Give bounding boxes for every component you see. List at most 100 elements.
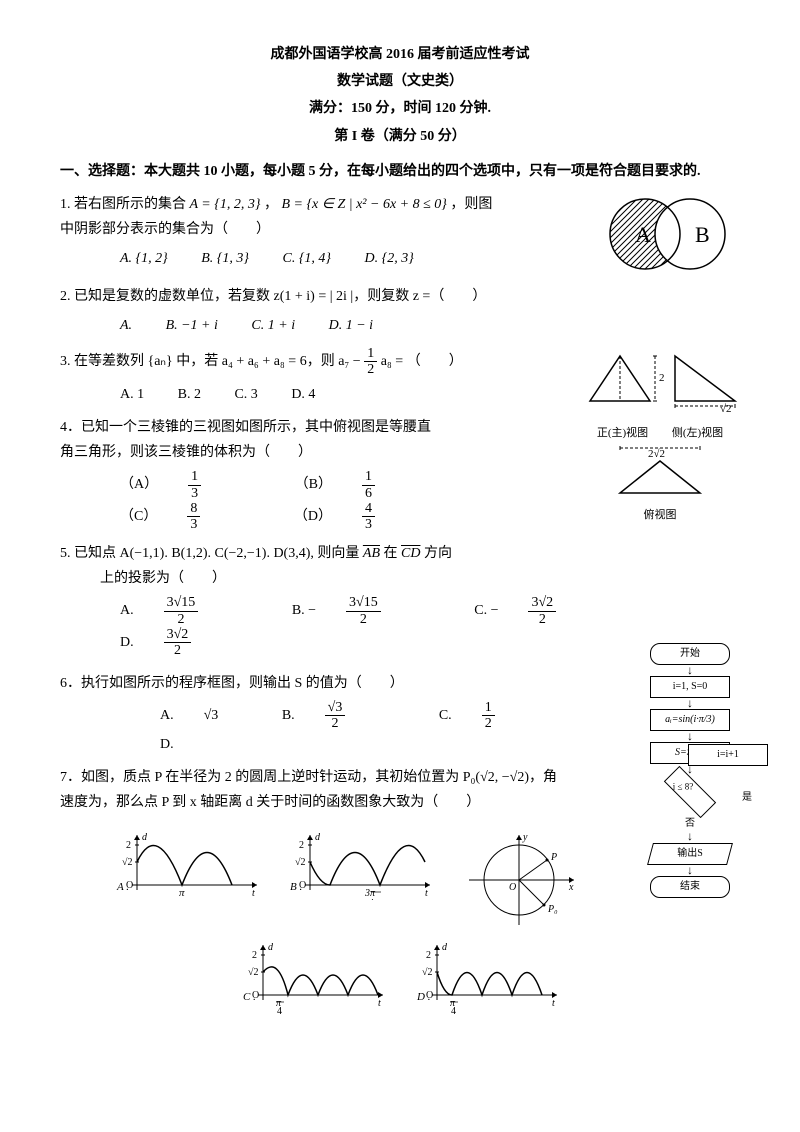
q3-opt-b: B. 2: [178, 382, 201, 407]
q2-options: A. B. −1 + i C. 1 + i D. 1 − i: [60, 313, 740, 338]
venn-diagram: A B: [590, 192, 740, 272]
q3-text-b: a₈ = （ ）: [381, 354, 463, 369]
question-5: 5. 已知点 A(−1,1). B(1,2). C(−2,−1). D(3,4)…: [60, 541, 740, 663]
svg-text:4: 4: [451, 1006, 456, 1015]
svg-text:x: x: [568, 882, 574, 893]
svg-text:2: 2: [252, 950, 257, 961]
q3-opt-d: D. 4: [291, 382, 315, 407]
q7-graphs: A . O 2 √2 π t d B . O 2 √2 3π 4 t d: [60, 825, 740, 1029]
q6-options: A. √3 B. √32 C. 12 D.: [60, 700, 740, 757]
svg-text:2: 2: [299, 840, 304, 851]
svg-text:O: O: [509, 882, 516, 893]
arrow-icon: ↓: [640, 867, 740, 874]
svg-text:√2: √2: [295, 857, 306, 868]
q5-opt-c: C. −3√22: [474, 595, 616, 627]
flow-out: 输出S: [647, 843, 733, 865]
q5-text-d: 上的投影为（ ）: [60, 566, 740, 591]
svg-text:d: d: [142, 832, 148, 843]
q1-sep: ，: [264, 197, 282, 212]
q3-opt-c: C. 3: [234, 382, 257, 407]
svg-text:O: O: [252, 990, 259, 1001]
q4-text-a: 4．已知一个三棱锥的三视图如图所示，其中俯视图是等腰直: [60, 415, 740, 440]
q5-text-a: 5. 已知点 A(−1,1). B(1,2). C(−2,−1). D(3,4)…: [60, 546, 363, 561]
q1-opt-b: B. {1, 3}: [201, 246, 249, 271]
q6-opt-d: D.: [160, 732, 174, 757]
svg-text:√2: √2: [122, 857, 133, 868]
svg-text:t: t: [425, 888, 428, 899]
q1-opt-a: A. {1, 2}: [120, 246, 168, 271]
q5-opt-a: A. 3√152: [120, 595, 258, 627]
flow-yes: 是: [742, 789, 752, 807]
q6-opt-b: B. √32: [282, 700, 406, 732]
q4-opt-a: （A）13: [120, 469, 261, 501]
exam-header: 成都外国语学校高 2016 届考前适应性考试 数学试题（文史类） 满分：150 …: [60, 42, 740, 149]
svg-text:O: O: [126, 880, 133, 891]
graph-c: C . O 2 √2 π 4 t d: [238, 940, 388, 1015]
svg-text:t: t: [378, 998, 381, 1009]
exam-score: 满分：150 分，时间 120 分钟.: [60, 96, 740, 121]
q5-text-b: 在: [384, 546, 402, 561]
q1-text-a: 1. 若右图所示的集合: [60, 197, 190, 212]
svg-text:t: t: [252, 888, 255, 899]
q4-opt-b: （B）16: [295, 469, 435, 501]
question-1: A B 1. 若右图所示的集合 A = {1, 2, 3} ， B = {x ∈…: [60, 192, 740, 276]
q1-set-b: B = {x ∈ Z | x² − 6x + 8 ≤ 0}: [281, 197, 446, 212]
venn-label-b: B: [695, 222, 710, 247]
q7-text-b: 速度为，那么点 P 到 x 轴距离 d 关于时间的函数图象大致为（ ）: [60, 790, 740, 815]
svg-text:√2: √2: [422, 967, 433, 978]
q7-text-a: 7．如图，质点 P 在半径为 2 的圆周上逆时针运动，其初始位置为 P₀(√2,…: [60, 765, 740, 790]
q4-opt-d: （D）43: [294, 501, 435, 533]
q3-frac: 12: [364, 346, 377, 378]
svg-text:O: O: [299, 880, 306, 891]
svg-text:t: t: [552, 998, 555, 1009]
svg-text:y: y: [522, 832, 528, 843]
q2-opt-b: B. −1 + i: [166, 313, 218, 338]
question-3: 3. 在等差数列 {aₙ} 中，若 a₄ + a₆ + a₈ = 6，则 a₇ …: [60, 346, 740, 407]
venn-label-a: A: [635, 222, 651, 247]
question-4: 4．已知一个三棱锥的三视图如图所示，其中俯视图是等腰直 角三角形，则该三棱锥的体…: [60, 415, 740, 533]
q3-text-a: 3. 在等差数列 {aₙ} 中，若 a₄ + a₆ + a₈ = 6，则 a₇ …: [60, 354, 364, 369]
q5-vec-cd: CD: [401, 546, 420, 561]
q6-text: 6．执行如图所示的程序框图，则输出 S 的值为（ ）: [60, 671, 740, 696]
q4-opt-c: （C）83: [120, 501, 260, 533]
q2-opt-c: C. 1 + i: [251, 313, 295, 338]
q4-text-b: 角三角形，则该三棱锥的体积为（ ）: [60, 440, 740, 465]
question-7: 7．如图，质点 P 在半径为 2 的圆周上逆时针运动，其初始位置为 P₀(√2,…: [60, 765, 740, 815]
q1-set-a: A = {1, 2, 3}: [190, 197, 261, 212]
svg-text:d: d: [442, 942, 448, 953]
svg-text:4: 4: [369, 898, 374, 900]
exam-part: 第 I 卷（满分 50 分）: [60, 124, 740, 149]
q1-opt-d: D. {2, 3}: [365, 246, 414, 271]
q5-options: A. 3√152 B. −3√152 C. −3√22 D. 3√22: [60, 595, 740, 659]
q5-opt-b: B. −3√152: [292, 595, 441, 627]
q2-opt-a: A.: [120, 313, 132, 338]
q3-opt-a: A. 1: [120, 382, 144, 407]
question-6: 6．执行如图所示的程序框图，则输出 S 的值为（ ） A. √3 B. √32 …: [60, 671, 740, 757]
svg-text:2: 2: [126, 840, 131, 851]
svg-text:√2: √2: [248, 967, 259, 978]
svg-text:2: 2: [426, 950, 431, 961]
q6-opt-a: A. √3: [160, 703, 248, 728]
q2-text: 2. 已知是复数的虚数单位，若复数 z(1 + i) = | 2i |，则复数 …: [60, 284, 740, 309]
q6-opt-c: C. 12: [439, 700, 555, 732]
flow-end: 结束: [650, 876, 730, 898]
circle-diagram: P P₀ O x y: [459, 830, 579, 930]
svg-text:P₀: P₀: [547, 904, 558, 915]
graph-a: A . O 2 √2 π t d: [112, 830, 262, 900]
question-2: 2. 已知是复数的虚数单位，若复数 z(1 + i) = | 2i |，则复数 …: [60, 284, 740, 338]
svg-text:O: O: [426, 990, 433, 1001]
q1-text-b: ，则图: [450, 197, 492, 212]
svg-text:P: P: [550, 852, 557, 863]
graph-b: B . O 2 √2 3π 4 t d: [285, 830, 435, 900]
section-1-heading: 一、选择题：本大题共 10 小题，每小题 5 分，在每小题给出的四个选项中，只有…: [60, 159, 740, 184]
graph-d: D . O 2 √2 π 4 t d: [412, 940, 562, 1015]
exam-subtitle: 数学试题（文史类）: [60, 69, 740, 94]
svg-text:π: π: [179, 887, 185, 899]
q5-text-c: 方向: [424, 546, 452, 561]
q1-opt-c: C. {1, 4}: [283, 246, 332, 271]
q5-vec-ab: AB: [363, 546, 380, 561]
svg-text:d: d: [315, 832, 321, 843]
q4-options: （A）13 （B）16 （C）83 （D）43: [60, 469, 740, 533]
q5-opt-d: D. 3√22: [120, 627, 251, 659]
svg-text:4: 4: [277, 1006, 282, 1015]
